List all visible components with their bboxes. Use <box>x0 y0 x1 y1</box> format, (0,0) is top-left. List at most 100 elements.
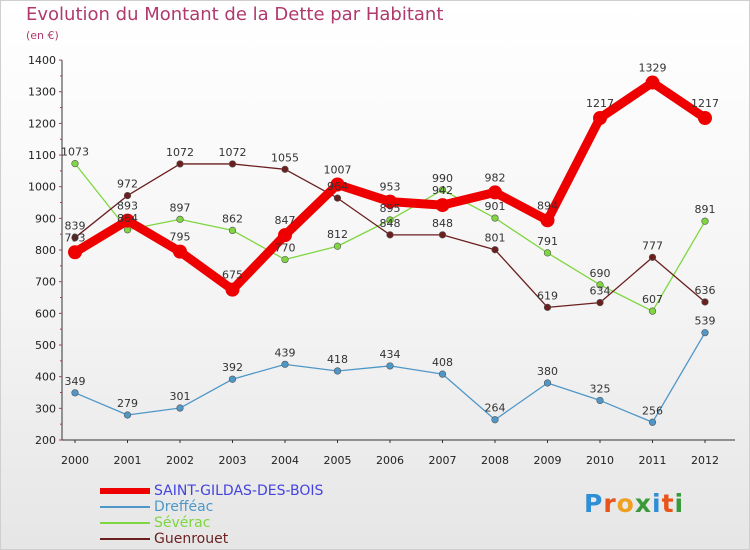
data-point <box>543 379 552 387</box>
x-tick-label: 2000 <box>61 454 89 467</box>
data-label: 1072 <box>166 146 194 159</box>
data-point <box>228 160 237 168</box>
data-label: 848 <box>432 217 453 230</box>
data-label: 864 <box>117 212 138 225</box>
data-label: 964 <box>327 180 348 193</box>
data-point <box>648 418 657 426</box>
legend-label: Drefféac <box>154 499 214 515</box>
data-label: 848 <box>380 217 401 230</box>
data-point <box>596 396 604 405</box>
y-tick-label: 300 <box>35 402 56 415</box>
data-label: 812 <box>327 228 348 241</box>
logo-letter: P <box>584 489 604 518</box>
data-point <box>228 226 237 235</box>
logo-letter: x <box>634 489 652 518</box>
x-tick-label: 2005 <box>324 454 352 467</box>
data-label: 777 <box>642 239 663 252</box>
data-point <box>596 298 604 307</box>
data-point <box>438 231 447 239</box>
data-label: 690 <box>590 267 611 280</box>
data-label: 1217 <box>586 97 614 110</box>
data-label: 895 <box>380 202 401 215</box>
data-point <box>645 75 660 90</box>
data-point <box>596 281 604 289</box>
data-label: 301 <box>170 390 191 403</box>
data-point <box>543 249 552 257</box>
data-label: 1329 <box>639 62 667 75</box>
data-point <box>383 194 397 209</box>
data-label: 439 <box>275 346 296 359</box>
x-tick-label: 2007 <box>429 454 457 467</box>
data-label: 675 <box>222 269 243 282</box>
data-point <box>176 404 184 412</box>
x-tick-label: 2001 <box>114 454 142 467</box>
proxiti-logo: Proxiti <box>584 489 684 518</box>
data-label: 847 <box>275 214 296 227</box>
data-point <box>228 375 237 383</box>
data-label: 897 <box>170 201 191 214</box>
data-label: 862 <box>222 212 243 225</box>
data-label: 791 <box>537 235 558 248</box>
data-label: 1007 <box>324 164 352 177</box>
data-point <box>698 111 712 126</box>
logo-letter: i <box>652 489 662 518</box>
data-label: 325 <box>590 382 611 395</box>
y-tick-label: 1000 <box>28 181 56 194</box>
x-tick-label: 2003 <box>219 454 247 467</box>
data-label: 408 <box>432 356 453 369</box>
data-point <box>435 198 450 213</box>
data-label: 770 <box>275 242 296 255</box>
data-label: 795 <box>170 231 191 244</box>
x-tick-label: 2006 <box>376 454 404 467</box>
series-line <box>74 332 706 423</box>
data-label: 418 <box>327 353 348 366</box>
logo-letter: t <box>661 489 675 518</box>
data-point <box>278 228 292 243</box>
data-point <box>123 191 132 200</box>
data-point <box>648 253 657 261</box>
data-label: 839 <box>65 220 86 233</box>
data-point <box>281 255 289 264</box>
data-label: 793 <box>65 231 86 244</box>
legend-label: SAINT-GILDAS-DES-BOIS <box>154 483 324 499</box>
data-point <box>71 160 79 168</box>
data-point <box>540 213 555 228</box>
data-label: 349 <box>65 375 86 388</box>
data-label: 539 <box>695 315 716 328</box>
data-point <box>386 216 394 224</box>
data-point <box>333 367 342 375</box>
y-tick-label: 1300 <box>28 86 56 99</box>
x-tick-label: 2004 <box>271 454 299 467</box>
data-point <box>68 245 82 260</box>
y-tick-label: 1100 <box>28 149 56 162</box>
data-label: 634 <box>590 285 611 298</box>
data-label: 636 <box>695 284 716 297</box>
legend-label: Guenrouet <box>154 531 229 547</box>
data-label: 901 <box>485 200 506 213</box>
legend-swatch <box>100 506 150 508</box>
data-point <box>701 298 709 306</box>
data-point <box>648 307 657 315</box>
series-lines <box>68 75 712 426</box>
x-tick-label: 2011 <box>639 454 667 467</box>
x-tick-label: 2008 <box>481 454 509 467</box>
data-label: 893 <box>117 200 138 213</box>
data-point <box>176 215 184 223</box>
data-label: 1073 <box>61 146 89 159</box>
legend-swatch <box>100 488 150 494</box>
legend-swatch <box>100 522 150 524</box>
y-tick-label: 1200 <box>28 117 56 130</box>
data-label: 982 <box>485 171 506 184</box>
data-point <box>701 217 709 225</box>
data-label: 953 <box>380 181 401 194</box>
data-label: 1072 <box>219 146 247 159</box>
data-label: 434 <box>380 348 401 361</box>
chart-title: Evolution du Montant de la Dette par Hab… <box>26 4 444 25</box>
data-point <box>173 244 187 259</box>
data-point <box>593 111 607 126</box>
data-label: 801 <box>485 232 506 245</box>
data-point <box>71 389 79 397</box>
unit-label: (en €) <box>26 29 59 42</box>
